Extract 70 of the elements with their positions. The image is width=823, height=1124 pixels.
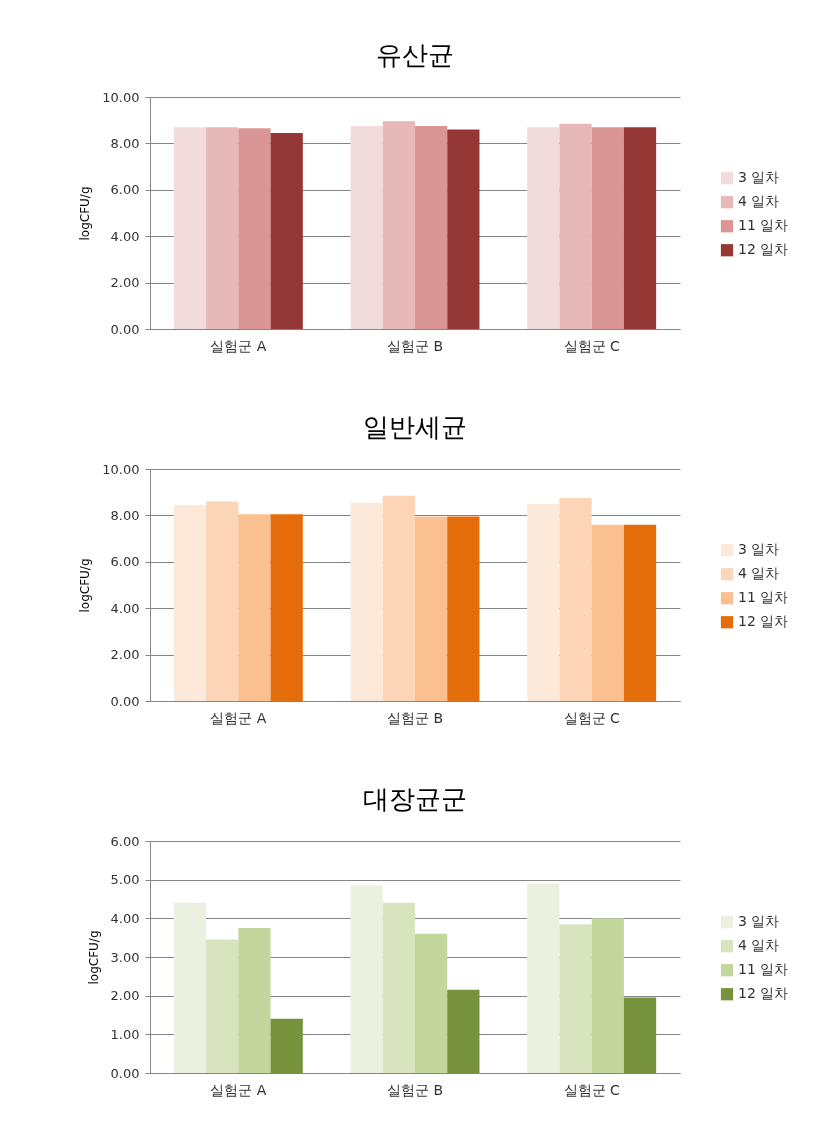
legend-label: 3 일차 [738,913,780,930]
bar [527,883,560,1073]
legend-label: 4 일차 [738,193,780,210]
legend-label: 11 일차 [738,961,789,978]
legend-label: 4 일차 [738,565,780,582]
y-tick-label: 0.00 [110,1065,140,1081]
y-tick-label: 3.00 [110,949,140,965]
chart-title: 대장균군 [363,784,467,814]
y-tick-label: 8.00 [110,135,140,151]
legend-label: 3 일차 [738,169,780,186]
y-tick-label: 6.00 [110,833,140,849]
bar [623,524,657,701]
bar [415,933,448,1073]
bar [270,514,303,701]
y-tick-label: 2.00 [110,647,140,663]
bar [238,928,271,1073]
x-tick-label: 실험군 B [386,337,444,354]
y-axis-title: logCFU/g [78,186,93,241]
legend-label: 4 일차 [738,937,780,954]
bar [591,524,624,701]
legend-label: 12 일차 [738,613,789,630]
x-tick-label: 실험군 A [210,1081,267,1098]
bar [206,939,239,1073]
y-axis-title: logCFU/g [86,930,101,985]
bar [382,495,415,701]
y-tick-label: 6.00 [110,554,140,570]
bar [527,503,560,701]
y-tick-label: 4.00 [110,910,140,926]
y-tick-label: 0.00 [110,321,140,337]
y-tick-label: 10.00 [102,89,140,105]
bar [447,989,480,1073]
y-tick-label: 4.00 [110,600,140,616]
x-tick-label: 실험군 C [563,337,620,354]
bar [447,516,480,701]
bar [238,514,271,701]
x-tick-label: 실험군 B [386,709,444,726]
y-axis-title: logCFU/g [78,558,93,613]
y-tick-label: 2.00 [110,275,140,291]
bar [173,902,207,1073]
bar [270,1018,303,1073]
bar [559,498,592,701]
x-tick-label: 실험군 C [563,1081,620,1098]
x-tick-label: 실험군 A [210,337,267,354]
chart-title: 유산균 [376,40,454,70]
y-tick-label: 8.00 [110,507,140,523]
legend-label: 12 일차 [738,241,789,258]
bar [559,924,592,1073]
legend-label: 11 일차 [738,589,789,606]
y-tick-label: 1.00 [110,1026,140,1042]
bar [350,502,383,701]
y-tick-label: 0.00 [110,693,140,709]
legend-label: 3 일차 [738,541,780,558]
bar [206,501,239,701]
y-tick-label: 4.00 [110,228,140,244]
legend-label: 12 일차 [738,985,789,1002]
x-tick-label: 실험군 A [210,709,267,726]
y-tick-label: 2.00 [110,988,140,1004]
bar [623,997,657,1073]
legend-label: 11 일차 [738,217,789,234]
bar [350,885,383,1073]
y-tick-label: 6.00 [110,182,140,198]
y-tick-label: 10.00 [102,461,140,477]
bar [591,918,624,1073]
bar [173,504,207,701]
y-tick-label: 5.00 [110,872,140,888]
x-tick-label: 실험군 B [386,1081,444,1098]
bar [415,516,448,701]
bar [382,902,415,1073]
x-tick-label: 실험군 C [563,709,620,726]
chart-title: 일반세균 [363,412,467,442]
